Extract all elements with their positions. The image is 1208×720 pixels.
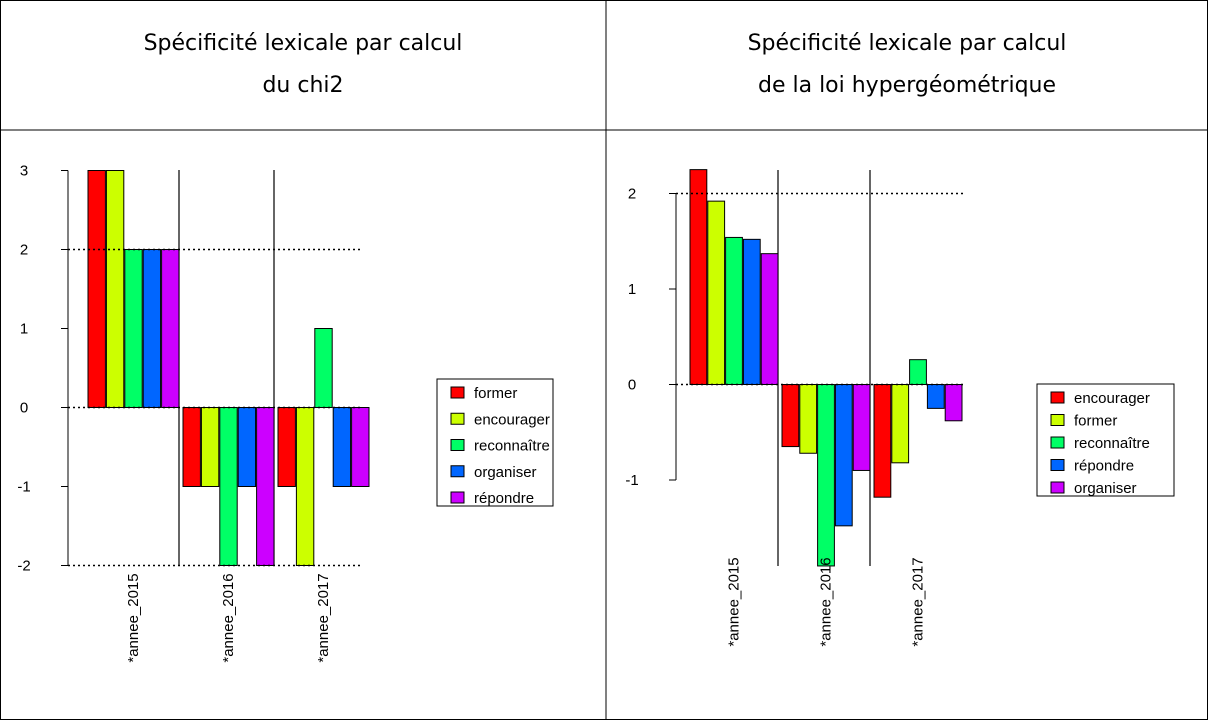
panel-title-line1: Spécificité lexicale par calcul xyxy=(747,31,1067,56)
legend-label: répondre xyxy=(474,490,534,507)
y-tick-label: 3 xyxy=(20,163,28,180)
bar-former-*annee_2016 xyxy=(799,384,818,454)
y-tick-label: 1 xyxy=(628,281,636,298)
y-tick-label: 1 xyxy=(20,321,28,338)
legend-swatch-organiser xyxy=(1050,481,1065,494)
legend-label: répondre xyxy=(1074,458,1134,475)
legend-swatch-organiser xyxy=(450,465,465,478)
legend-label: organiser xyxy=(474,464,537,481)
legend-label: reconnaître xyxy=(1074,435,1150,452)
x-category-label: *annee_2016 xyxy=(818,557,835,646)
bar-répondre-*annee_2016 xyxy=(834,384,853,527)
legend-label: encourager xyxy=(474,411,550,428)
bar-former-*annee_2017 xyxy=(277,407,296,487)
bar-organiser-*annee_2017 xyxy=(944,384,963,422)
legend-label: former xyxy=(474,385,517,402)
x-category-label: *annee_2015 xyxy=(125,573,142,662)
y-tick-label: -2 xyxy=(17,558,30,575)
x-category-label: *annee_2017 xyxy=(910,557,927,646)
x-category-label: *annee_2017 xyxy=(315,573,332,662)
y-tick-label: -1 xyxy=(17,479,30,496)
y-tick-label: 0 xyxy=(20,400,28,417)
bar-reconnaître-*annee_2016 xyxy=(817,384,835,567)
panel-title-chi2: Spécificité lexicale par calcul du chi2 xyxy=(0,0,606,130)
bar-répondre-*annee_2016 xyxy=(256,407,275,566)
bar-organiser-*annee_2017 xyxy=(332,407,352,487)
bar-répondre-*annee_2015 xyxy=(161,249,180,408)
bar-organiser-*annee_2015 xyxy=(142,249,162,408)
legend-swatch-former xyxy=(1050,414,1065,426)
legend-swatch-reconnaître xyxy=(1050,436,1065,449)
legend-label: encourager xyxy=(1074,390,1150,407)
y-tick-label: -1 xyxy=(625,472,638,489)
bar-reconnaître-*annee_2015 xyxy=(124,249,143,408)
bar-chart-chi2: 3 2 1 0 -1 -2 *annee_2015 *annee_2016 *annee_201… xyxy=(17,163,554,663)
y-tick-label: 2 xyxy=(20,242,28,259)
bar-encourager-*annee_2015 xyxy=(689,169,708,385)
bar-former-*annee_2015 xyxy=(707,200,726,385)
legend-swatch-former xyxy=(450,386,465,399)
bar-reconnaître-*annee_2015 xyxy=(725,236,743,386)
bar-répondre-*annee_2017 xyxy=(351,407,370,487)
y-tick-label: 2 xyxy=(628,186,636,203)
legend-swatch-répondre xyxy=(1050,459,1065,471)
bar-répondre-*annee_2017 xyxy=(926,384,945,409)
legend-swatch-répondre xyxy=(450,491,465,504)
bar-encourager-*annee_2017 xyxy=(873,384,892,498)
bar-encourager-*annee_2015 xyxy=(105,170,125,408)
bar-former-*annee_2017 xyxy=(891,384,910,464)
y-tick-label: 0 xyxy=(628,377,636,394)
panel-title-hypergeometric: Spécificité lexicale par calcul de la lo… xyxy=(606,0,1208,130)
bar-former-*annee_2016 xyxy=(182,407,201,487)
bar-former-*annee_2015 xyxy=(87,170,106,408)
legend-swatch-encourager xyxy=(1050,391,1065,404)
bar-chart-hypergeometric: 2 1 0 -1 *annee_2015 *annee_2016 *annee_2017 en… xyxy=(625,169,1175,647)
x-category-label: *annee_2016 xyxy=(220,573,237,662)
legend-swatch-reconnaître xyxy=(450,439,465,451)
bar-organiser-*annee_2016 xyxy=(852,384,871,471)
bar-répondre-*annee_2015 xyxy=(742,238,761,385)
bar-organiser-*annee_2016 xyxy=(237,407,257,487)
bar-reconnaître-*annee_2017 xyxy=(314,328,333,408)
panel-title-line2: du chi2 xyxy=(262,73,344,98)
bar-encourager-*annee_2017 xyxy=(295,407,315,566)
bar-encourager-*annee_2016 xyxy=(781,384,800,448)
legend-label: organiser xyxy=(1074,480,1137,497)
panel-title-line1: Spécificité lexicale par calcul xyxy=(143,31,463,56)
x-category-label: *annee_2015 xyxy=(726,557,743,646)
bar-reconnaître-*annee_2017 xyxy=(909,359,927,385)
legend-swatch-encourager xyxy=(450,412,465,425)
legend-label: former xyxy=(1074,413,1117,430)
bar-organiser-*annee_2015 xyxy=(760,253,779,386)
bar-encourager-*annee_2016 xyxy=(200,407,220,487)
panel-title-line2: de la loi hypergéométrique xyxy=(757,73,1057,98)
bar-reconnaître-*annee_2016 xyxy=(219,407,238,566)
legend-label: reconnaître xyxy=(474,438,550,455)
